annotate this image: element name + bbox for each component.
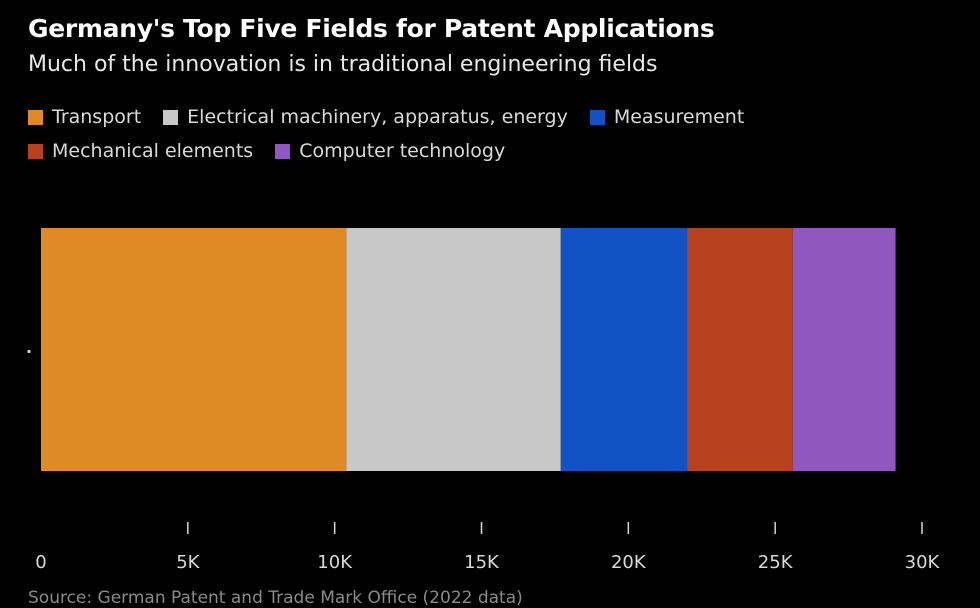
legend-swatch-electrical bbox=[163, 109, 179, 125]
category-marker bbox=[27, 349, 31, 354]
chart-subtitle: Much of the innovation is in traditional… bbox=[28, 52, 658, 77]
legend-label-computer: Computer technology bbox=[299, 140, 506, 162]
legend-label-electrical: Electrical machinery, apparatus, energy bbox=[187, 106, 568, 128]
x-tick-label: 5K bbox=[176, 552, 200, 573]
legend-swatch-measurement bbox=[589, 109, 605, 125]
chart-title: Germany's Top Five Fields for Patent App… bbox=[28, 14, 715, 43]
legend-label-measurement: Measurement bbox=[613, 106, 745, 128]
legend-label-transport: Transport bbox=[52, 106, 142, 128]
x-tick-label: 25K bbox=[758, 552, 794, 573]
x-tick-label: 20K bbox=[611, 552, 647, 573]
legend-item-mechanical: Mechanical elements bbox=[28, 140, 253, 162]
x-tick-label: 15K bbox=[464, 552, 500, 573]
x-tick-label: 10K bbox=[317, 552, 353, 573]
legend: Transport Electrical machinery, apparatu… bbox=[28, 100, 968, 168]
legend-item-measurement: Measurement bbox=[589, 106, 745, 128]
bar-segment-transport bbox=[41, 228, 347, 471]
x-tick-label: 30K bbox=[905, 552, 941, 573]
x-tick-label: 0 bbox=[35, 552, 46, 573]
bar-segment-measurement bbox=[560, 228, 688, 471]
bar-segment-electrical-machinery-apparatus-energy bbox=[346, 228, 561, 471]
legend-swatch-transport bbox=[28, 109, 43, 125]
legend-row-2: Mechanical elements Computer technology bbox=[28, 134, 968, 168]
legend-item-electrical: Electrical machinery, apparatus, energy bbox=[163, 106, 568, 128]
legend-label-mechanical: Mechanical elements bbox=[52, 140, 254, 162]
legend-swatch-computer bbox=[275, 143, 291, 159]
bar-segment-computer-technology bbox=[792, 228, 896, 471]
legend-item-computer: Computer technology bbox=[275, 140, 505, 162]
legend-swatch-mechanical bbox=[28, 143, 43, 159]
legend-item-transport: Transport bbox=[28, 106, 141, 128]
bar-segment-mechanical-elements bbox=[687, 228, 793, 471]
source-note: Source: German Patent and Trade Mark Off… bbox=[28, 588, 523, 608]
legend-row-1: Transport Electrical machinery, apparatu… bbox=[28, 100, 968, 134]
